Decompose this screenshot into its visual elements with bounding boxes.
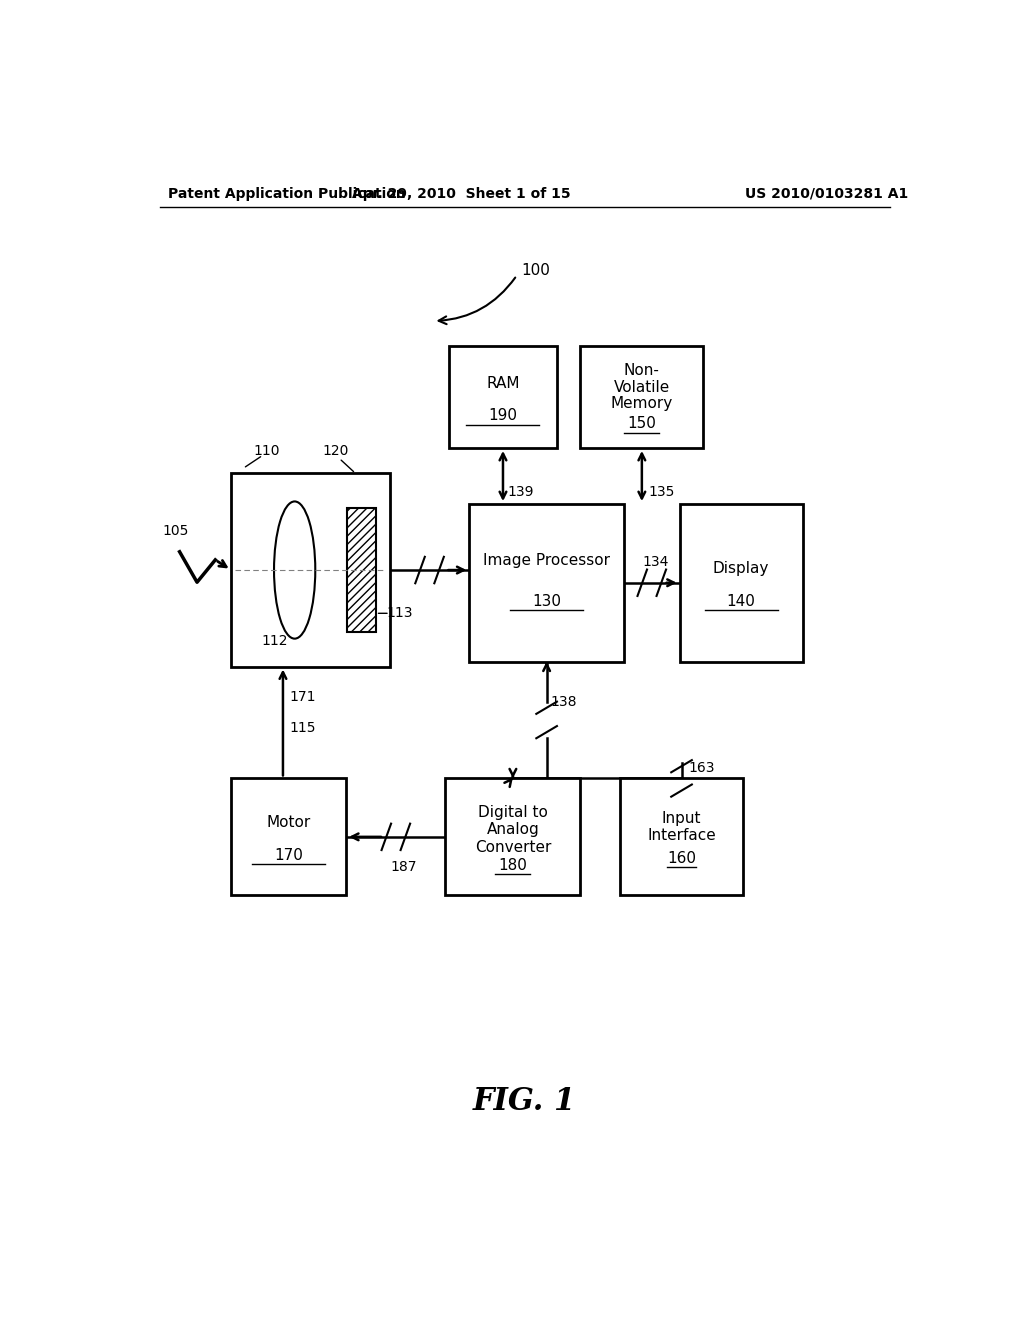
Text: 100: 100 [521,263,550,277]
Bar [581,346,703,447]
Text: 140: 140 [727,594,756,609]
Bar [680,504,803,661]
Text: Patent Application Publication: Patent Application Publication [168,187,406,201]
Bar [450,346,557,447]
Text: 170: 170 [274,847,303,863]
Text: RAM: RAM [486,375,520,391]
Text: 180: 180 [499,858,527,873]
Text: 163: 163 [688,762,715,775]
Text: 187: 187 [390,861,417,874]
Text: 139: 139 [507,484,534,499]
Text: Analog: Analog [486,822,540,837]
Text: 171: 171 [290,690,316,704]
Text: 120: 120 [322,444,348,458]
Text: Converter: Converter [475,840,551,854]
Text: 115: 115 [290,721,316,735]
Text: US 2010/0103281 A1: US 2010/0103281 A1 [744,187,908,201]
Text: 105: 105 [163,524,188,539]
Bar [445,779,581,895]
Text: 190: 190 [488,408,517,422]
Text: 130: 130 [532,594,561,609]
Text: 112: 112 [261,634,288,648]
Bar [231,474,390,667]
Text: Image Processor: Image Processor [483,553,610,568]
Text: Non-: Non- [624,363,659,379]
Text: Motor: Motor [266,816,311,830]
Bar [469,504,624,661]
Text: FIG. 1: FIG. 1 [473,1086,577,1117]
Text: 134: 134 [642,556,669,569]
Text: 138: 138 [551,694,578,709]
Text: Digital to: Digital to [478,805,548,820]
Text: Input: Input [662,810,701,826]
Text: 160: 160 [667,850,696,866]
Ellipse shape [274,502,315,639]
Bar [231,779,346,895]
Bar [620,779,743,895]
Text: Apr. 29, 2010  Sheet 1 of 15: Apr. 29, 2010 Sheet 1 of 15 [352,187,570,201]
Text: 150: 150 [628,416,656,432]
Text: Interface: Interface [647,829,716,843]
Text: 110: 110 [254,444,281,458]
Text: Display: Display [713,561,769,576]
Text: Memory: Memory [610,396,673,411]
Text: 135: 135 [648,484,675,499]
Text: 113: 113 [386,606,413,620]
Text: Volatile: Volatile [613,380,670,395]
Bar [347,508,376,632]
